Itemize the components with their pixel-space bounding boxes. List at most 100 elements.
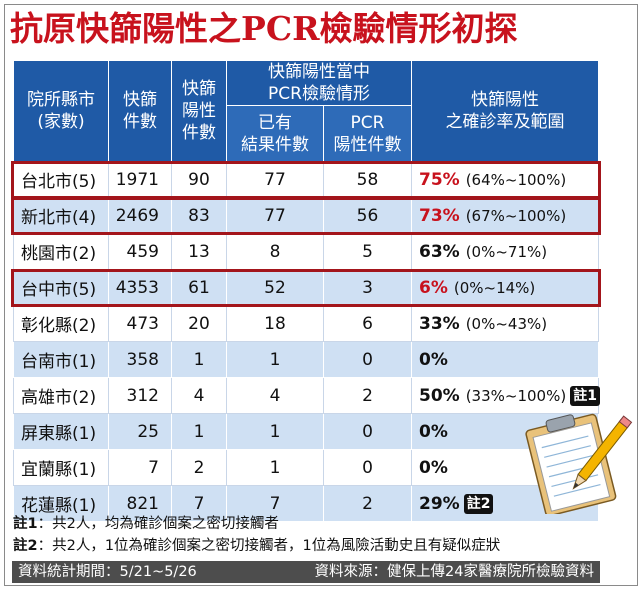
confirm-range: (0%~43%) [465,314,548,333]
notes: 註1：共2人，均為確診個案之密切接觸者 註2：共2人，1位為確診個案之密切接觸者… [13,513,500,557]
confirm-rate-value: 33% [419,313,460,334]
screen-count-cell: 1971 [108,161,172,198]
positive-count-cell: 61 [171,269,227,306]
footer-period: 資料統計期間：5/21~5/26 [18,564,197,580]
table-row: 新北市(4) 2469 83 77 56 73% (67%~100%) [13,197,599,234]
table-row: 台中市(5) 4353 61 52 3 6% (0%~14%) [13,269,599,306]
footer-source: 資料來源：健保上傳24家醫療院所檢驗資料 [314,564,594,580]
results-count-cell: 1 [226,449,324,486]
results-count-cell: 52 [226,269,324,306]
header-pcr-group: 快篩陽性當中 PCR檢驗情形 [226,60,412,106]
confirm-rate-value: 50% [419,385,460,406]
table-row: 台北市(5) 1971 90 77 58 75% (64%~100%) [13,161,599,198]
header-screen-count: 快篩 件數 [108,60,172,162]
note-badge: 註2 [463,493,494,514]
confirm-rate-cell: 63% (0%~71%) [411,233,599,270]
results-count-cell: 77 [226,161,324,198]
positive-count-cell: 20 [171,305,227,342]
county-cell: 新北市(4) [13,197,109,234]
screen-count-cell: 7 [108,449,172,486]
confirm-rate-cell: 33% (0%~43%) [411,305,599,342]
results-count-cell: 77 [226,197,324,234]
confirm-rate-value: 0% [419,457,448,478]
pcr-positive-cell: 0 [323,449,412,486]
data-table: 院所縣市 (家數) 快篩 件數 快篩 陽性 件數 快篩陽性當中 PCR檢驗情形 快篩陽性之… [13,60,600,522]
county-cell: 花蓮縣(1) [13,485,109,522]
screen-count-cell: 358 [108,341,172,378]
positive-count-cell: 7 [171,485,227,522]
screen-count-cell: 459 [108,233,172,270]
note-2: 註2：共2人，1位為確診個案之密切接觸者，1位為風險活動史且有疑似症狀 [13,538,501,554]
confirm-rate-value: 0% [419,349,448,370]
table-row: 台南市(1) 358 1 1 0 0% [13,341,599,378]
header-positive-count: 快篩 陽性 件數 [171,60,227,162]
county-cell: 台中市(5) [13,269,109,306]
positive-count-cell: 90 [171,161,227,198]
county-cell: 彰化縣(2) [13,305,109,342]
confirm-range: (64%~100%) [465,170,567,189]
screen-count-cell: 312 [108,377,172,414]
screen-count-cell: 25 [108,413,172,450]
confirm-rate-cell: 0% [411,341,599,378]
confirm-rate-cell: 6% (0%~14%) [411,269,599,306]
clipboard-pencil-icon [525,413,633,514]
pcr-positive-cell: 2 [323,377,412,414]
table-row: 桃園市(2) 459 13 8 5 63% (0%~71%) [13,233,599,270]
results-count-cell: 4 [226,377,324,414]
county-cell: 桃園市(2) [13,233,109,270]
confirm-rate-cell: 75% (64%~100%) [411,161,599,198]
screen-count-cell: 473 [108,305,172,342]
confirm-rate-value: 0% [419,421,448,442]
confirm-rate-value: 29% [419,493,460,514]
table-row: 宜蘭縣(1) 7 2 1 0 0% [13,449,599,486]
confirm-rate-cell: 73% (67%~100%) [411,197,599,234]
positive-count-cell: 1 [171,341,227,378]
positive-count-cell: 1 [171,413,227,450]
confirm-range: (0%~14%) [453,278,536,297]
results-count-cell: 7 [226,485,324,522]
footer-bar: 資料統計期間：5/21~5/26 資料來源：健保上傳24家醫療院所檢驗資料 [12,561,600,583]
note-badge: 註1 [570,385,600,406]
header-pcr-positive: PCR 陽性件數 [323,105,412,162]
positive-count-cell: 2 [171,449,227,486]
pcr-positive-cell: 2 [323,485,412,522]
pcr-positive-cell: 6 [323,305,412,342]
results-count-cell: 8 [226,233,324,270]
positive-count-cell: 13 [171,233,227,270]
confirm-range: (0%~71%) [465,242,548,261]
county-cell: 台南市(1) [13,341,109,378]
county-cell: 屏東縣(1) [13,413,109,450]
confirm-rate-value: 63% [419,241,460,262]
confirm-range: (33%~100%) [465,386,567,405]
confirm-range: (67%~100%) [465,206,567,225]
results-count-cell: 1 [226,341,324,378]
table-row: 高雄市(2) 312 4 4 2 50% (33%~100%) 註1 [13,377,600,414]
table-row: 彰化縣(2) 473 20 18 6 33% (0%~43%) [13,305,599,342]
pcr-positive-cell: 3 [323,269,412,306]
screen-count-cell: 821 [108,485,172,522]
county-cell: 台北市(5) [13,161,109,198]
header-results-count: 已有 結果件數 [226,105,324,162]
confirm-rate-value: 73% [419,205,460,226]
confirm-rate-value: 75% [419,169,460,190]
table-row: 屏東縣(1) 25 1 1 0 0% [13,413,599,450]
results-count-cell: 1 [226,413,324,450]
county-cell: 宜蘭縣(1) [13,449,109,486]
confirm-rate-value: 6% [419,277,448,298]
confirm-rate-cell: 50% (33%~100%) 註1 [411,377,600,414]
page-title: 抗原快篩陽性之PCR檢驗情形初探 [10,9,518,48]
county-cell: 高雄市(2) [13,377,109,414]
header-county: 院所縣市 (家數) [13,60,109,162]
pcr-positive-cell: 0 [323,341,412,378]
pcr-positive-cell: 5 [323,233,412,270]
screen-count-cell: 2469 [108,197,172,234]
positive-count-cell: 4 [171,377,227,414]
note-1: 註1：共2人，均為確診個案之密切接觸者 [13,516,279,532]
pcr-positive-cell: 0 [323,413,412,450]
positive-count-cell: 83 [171,197,227,234]
header-confirm-rate: 快篩陽性 之確診率及範圍 [411,60,599,162]
pcr-positive-cell: 58 [323,161,412,198]
pcr-positive-cell: 56 [323,197,412,234]
results-count-cell: 18 [226,305,324,342]
screen-count-cell: 4353 [108,269,172,306]
